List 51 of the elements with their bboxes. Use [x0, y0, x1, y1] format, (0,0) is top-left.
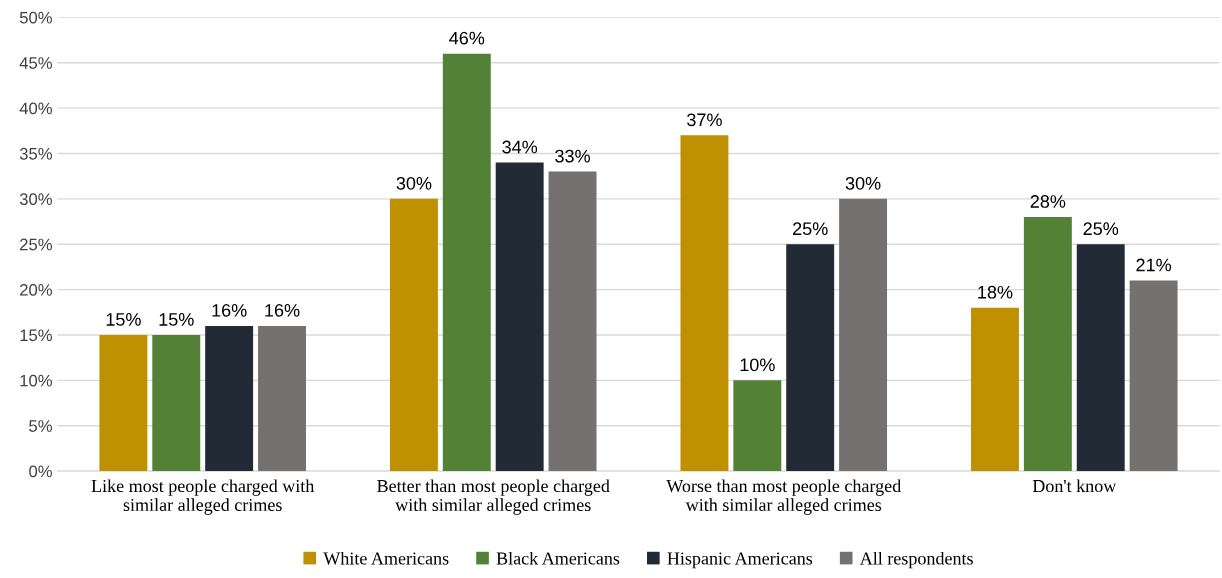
- bar: [205, 325, 254, 472]
- bar: [495, 162, 544, 472]
- y-tick-label: 20%: [20, 283, 52, 296]
- data-label: 25%: [1083, 222, 1119, 236]
- y-tick-label: 35%: [19, 147, 52, 160]
- legend-label: Hispanic Americans: [667, 552, 813, 569]
- data-label: 37%: [687, 113, 722, 127]
- bar: [733, 380, 782, 472]
- bar: [258, 325, 306, 472]
- y-tick-label: 30%: [19, 193, 52, 206]
- data-label: 30%: [396, 176, 432, 190]
- bar: [442, 53, 491, 472]
- data-label: 33%: [555, 149, 590, 163]
- bar: [680, 135, 729, 472]
- bar: [786, 244, 835, 472]
- bar: [1076, 244, 1125, 472]
- y-tick-label: 50%: [19, 11, 52, 24]
- legend-label: White Americans: [323, 551, 449, 565]
- data-label: 34%: [502, 140, 538, 154]
- bar: [152, 334, 201, 472]
- x-tick-label: Like most people charged with similar alleged crimes: [91, 479, 315, 515]
- bar: [548, 171, 597, 472]
- data-label: 10%: [740, 358, 775, 372]
- y-tick-label: 15%: [20, 329, 52, 342]
- y-tick-label: 0%: [29, 465, 52, 478]
- legend-label: All respondents: [859, 551, 973, 569]
- data-label: 18%: [978, 285, 1013, 299]
- legend-label: Black Americans: [496, 551, 620, 565]
- y-tick-label: 40%: [19, 102, 52, 115]
- bar: [839, 198, 888, 472]
- bar: [389, 198, 438, 472]
- data-label: 15%: [106, 313, 141, 326]
- y-tick-label: 5%: [29, 420, 52, 432]
- data-label: 28%: [1030, 195, 1066, 208]
- data-label: 15%: [159, 313, 194, 326]
- bar: [971, 307, 1019, 472]
- data-label: 25%: [793, 222, 828, 236]
- x-tick-label: Don't know: [1032, 479, 1117, 493]
- y-tick-label: 25%: [20, 238, 52, 251]
- bar: [99, 334, 148, 472]
- y-tick-label: 10%: [20, 374, 52, 387]
- data-label: 16%: [265, 303, 300, 317]
- x-tick-label: Worse than most people charged with similar alleged crimes: [666, 479, 901, 515]
- data-label: 16%: [212, 303, 247, 317]
- bar: [1129, 280, 1178, 472]
- data-label: 46%: [449, 31, 485, 45]
- x-tick-label: Better than most people charged with similar alleged crimes: [377, 479, 610, 515]
- data-label: 30%: [845, 176, 881, 190]
- y-tick-label: 45%: [19, 57, 52, 69]
- bar: [1023, 216, 1072, 472]
- data-label: 21%: [1136, 258, 1172, 272]
